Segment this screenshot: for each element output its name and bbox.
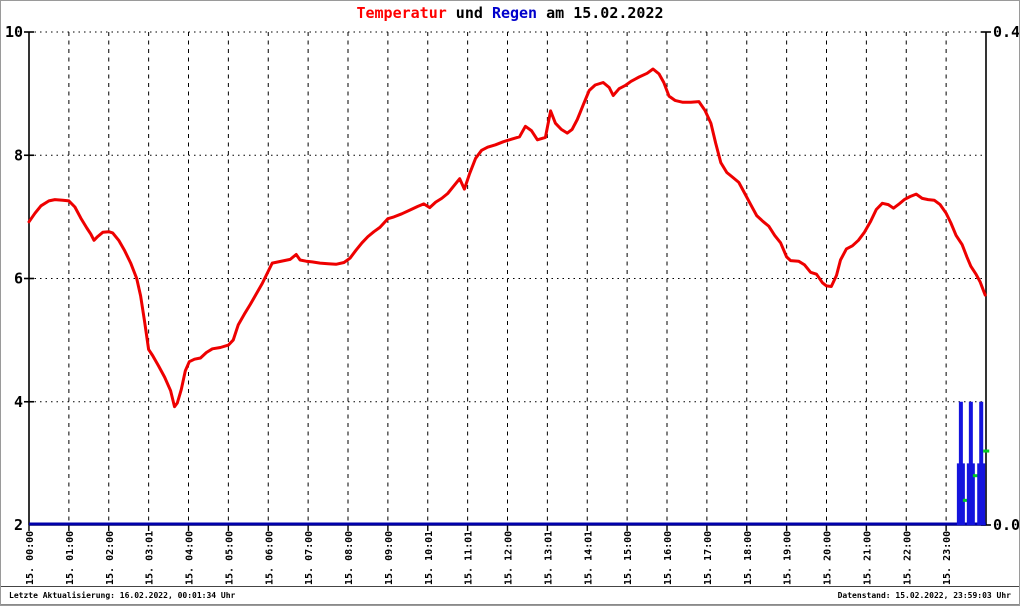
x-tick-label: 15. 04:00 [185, 531, 196, 585]
x-tick-label: 15. 15:00 [623, 531, 634, 585]
y-right-tick-label: 0.4 [993, 23, 1020, 41]
y-left-tick-label: 6 [14, 270, 23, 288]
x-tick-label: 15. 06:00 [264, 531, 275, 585]
rain-cumulative-mark [983, 449, 990, 453]
data-timestamp-text: Datenstand: 15.02.2022, 23:59:03 Uhr [837, 591, 1011, 600]
chart-title: Temperatur und Regen am 15.02.2022 [1, 4, 1019, 22]
x-tick-label: 15. 16:00 [663, 531, 674, 585]
x-tick-label: 15. 10:01 [424, 531, 435, 585]
axis-labels-layer: 10 8 6 4 2 0.4 0.0 15. 00:00 15. 01:00 15. 02:00 1… [5, 23, 1020, 585]
x-tick-label: 15. 19:00 [783, 531, 794, 585]
x-tick-label: 15. 09:00 [384, 531, 395, 585]
y-left-tick-label: 8 [14, 146, 23, 164]
rain-bar [958, 401, 963, 525]
x-tick-label: 15. 14:01 [583, 531, 594, 585]
x-tick-label: 15. 11:01 [464, 531, 475, 585]
y-left-tick-label: 4 [14, 393, 23, 411]
title-date-label: am 15.02.2022 [537, 4, 664, 22]
y-right-tick-label: 0.0 [993, 516, 1020, 534]
rain-bar [968, 401, 973, 525]
status-bar: Letzte Aktualisierung: 16.02.2022, 00:01… [1, 586, 1019, 605]
rain-bar [979, 401, 984, 525]
x-tick-label: 15. 08:00 [344, 531, 355, 585]
x-tick-label: 15. 21:00 [862, 531, 873, 585]
x-tick-label: 15. 17:00 [703, 531, 714, 585]
grid-layer [29, 31, 986, 525]
x-tick-label: 15. 12:00 [504, 531, 515, 585]
x-tick-label: 15. 00:00 [25, 531, 36, 585]
x-tick-label: 15. 05:00 [224, 531, 235, 585]
chart-plot-area: 10 8 6 4 2 0.4 0.0 15. 00:00 15. 01:00 15. 02:00 1… [5, 23, 1020, 585]
y-left-tick-label: 2 [14, 516, 23, 534]
rain-cumulative-mark [972, 474, 979, 478]
x-tick-label: 15. 13:01 [543, 531, 554, 585]
rain-layer [29, 401, 990, 526]
x-tick-label: 15. 01:00 [65, 531, 76, 585]
title-regen-label: Regen [491, 4, 538, 22]
x-tick-label: 15. 02:00 [105, 531, 116, 585]
temperature-line [27, 67, 987, 409]
x-tick-label: 15. 07:00 [304, 531, 315, 585]
x-tick-label: 15. 22:00 [902, 531, 913, 585]
x-tick-label: 15. 23:00 [942, 531, 953, 585]
x-tick-label: 15. 18:00 [743, 531, 754, 585]
x-tick-label: 15. 03:01 [145, 531, 156, 585]
y-left-tick-label: 10 [5, 23, 23, 41]
temperature-layer [27, 67, 987, 409]
last-update-text: Letzte Aktualisierung: 16.02.2022, 00:01… [9, 591, 236, 600]
x-tick-label: 15. 20:00 [823, 531, 834, 585]
title-und-label: und [446, 4, 492, 22]
title-temperatur-label: Temperatur [356, 4, 447, 22]
rain-cumulative-mark [962, 498, 969, 502]
